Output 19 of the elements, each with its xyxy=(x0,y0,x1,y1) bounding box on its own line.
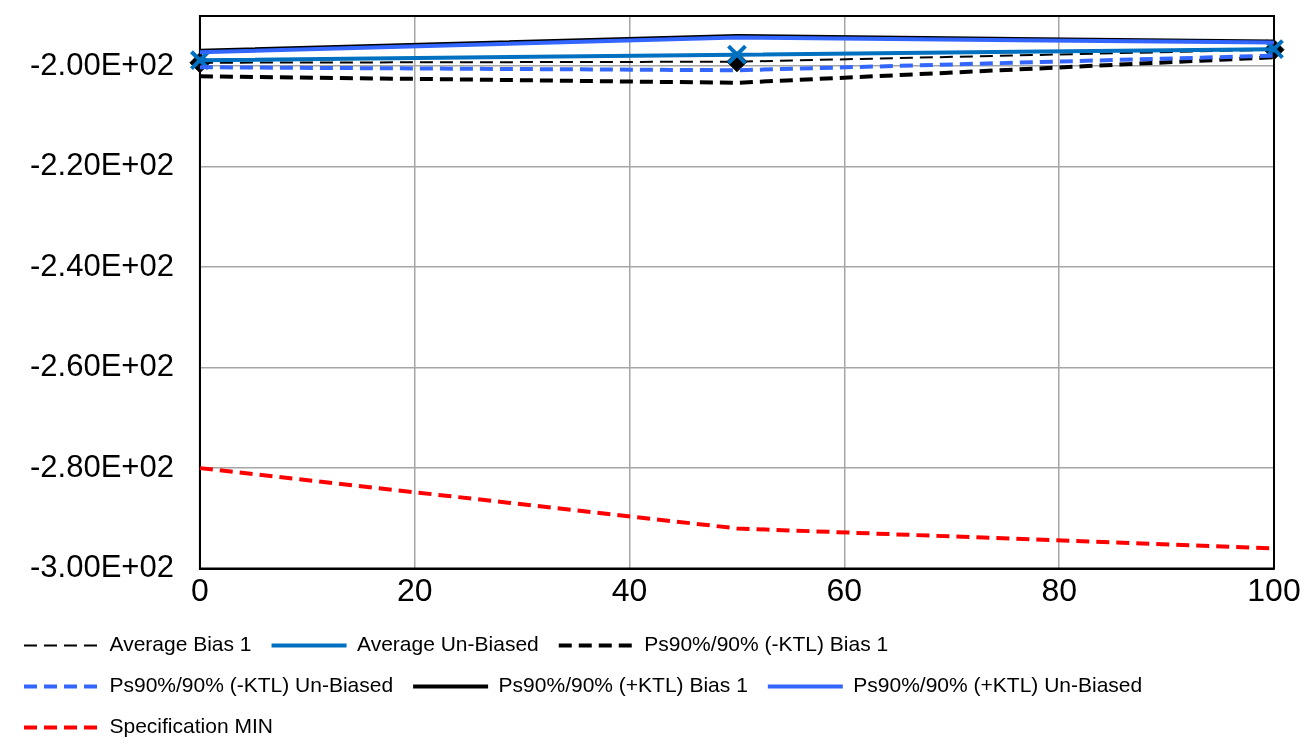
legend-label: Average Bias 1 xyxy=(109,632,252,656)
y-tick-label: -2.20E+02 xyxy=(30,147,174,183)
x-tick-label: 60 xyxy=(826,571,863,608)
legend-label: Specification MIN xyxy=(109,714,273,738)
y-tick-label: -2.80E+02 xyxy=(30,448,174,484)
legend-label: Ps90%/90% (+KTL) Un-Biased xyxy=(853,673,1143,697)
y-tick-label: -2.60E+02 xyxy=(30,348,174,384)
legend-label: Ps90%/90% (+KTL) Bias 1 xyxy=(498,673,748,697)
y-tick-label: -3.00E+02 xyxy=(30,549,174,585)
legend-label: Ps90%/90% (-KTL) Un-Biased xyxy=(109,673,394,697)
legend-label: Average Un-Biased xyxy=(357,632,539,656)
y-tick-label: -2.00E+02 xyxy=(30,46,174,82)
y-tick-label: -2.40E+02 xyxy=(30,247,174,283)
x-tick-label: 80 xyxy=(1041,571,1077,608)
x-tick-label: 40 xyxy=(611,571,648,608)
x-tick-label: 0 xyxy=(191,571,209,608)
x-tick-label: 20 xyxy=(396,571,433,608)
legend-label: Ps90%/90% (-KTL) Bias 1 xyxy=(644,632,889,656)
x-tick-label: 100 xyxy=(1247,571,1301,608)
